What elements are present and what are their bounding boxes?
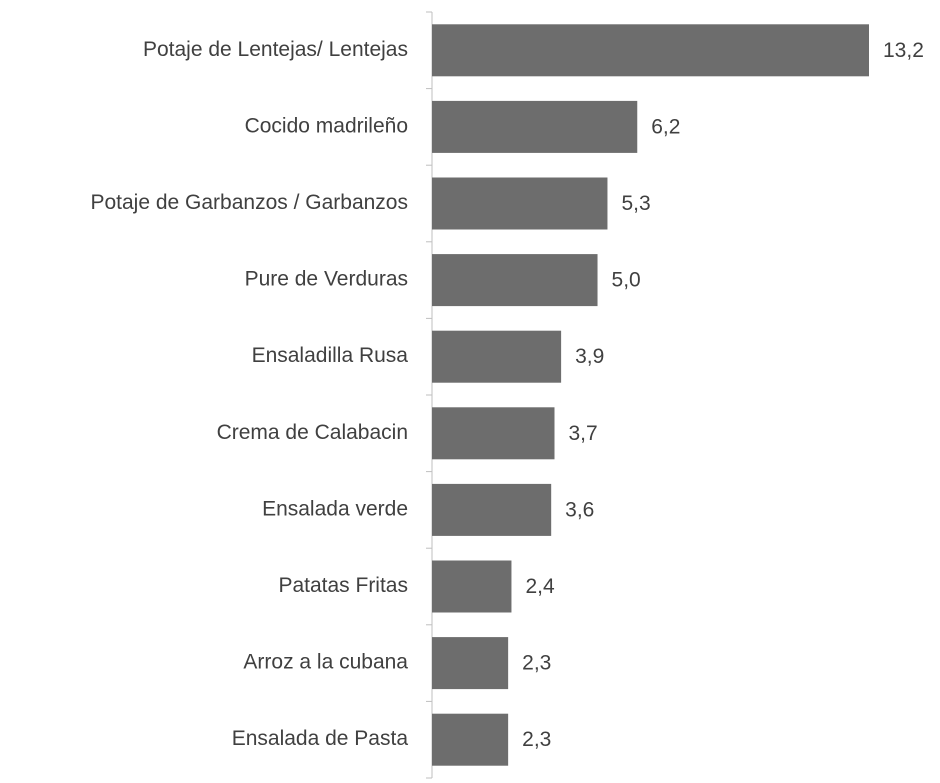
value-label: 6,2 (651, 115, 680, 138)
category-label: Pure de Verduras (245, 268, 408, 291)
category-label: Potaje de Garbanzos / Garbanzos (90, 191, 408, 214)
bar (432, 177, 608, 230)
bar (432, 254, 598, 307)
category-label: Arroz a la cubana (243, 651, 408, 674)
category-label: Potaje de Lentejas/ Lentejas (143, 38, 408, 61)
value-label: 2,3 (522, 652, 551, 675)
value-label: 3,6 (565, 498, 594, 521)
bar (432, 560, 512, 613)
bar (432, 483, 552, 536)
bar (432, 24, 869, 77)
bar (432, 713, 509, 766)
category-label: Ensaladilla Rusa (252, 344, 409, 367)
category-label: Crema de Calabacin (217, 421, 408, 444)
bar (432, 330, 562, 383)
category-label: Ensalada de Pasta (232, 727, 409, 750)
bar (432, 100, 638, 153)
value-label: 3,7 (568, 422, 597, 445)
bar (432, 637, 509, 690)
category-label: Cocido madrileño (245, 114, 408, 137)
category-label: Patatas Fritas (278, 574, 408, 597)
bar (432, 407, 555, 460)
value-label: 2,3 (522, 728, 551, 751)
category-label: Ensalada verde (262, 497, 408, 520)
value-label: 13,2 (883, 39, 924, 62)
value-label: 3,9 (575, 345, 604, 368)
value-label: 5,0 (612, 269, 641, 292)
value-label: 5,3 (621, 192, 650, 215)
value-label: 2,4 (525, 575, 555, 598)
